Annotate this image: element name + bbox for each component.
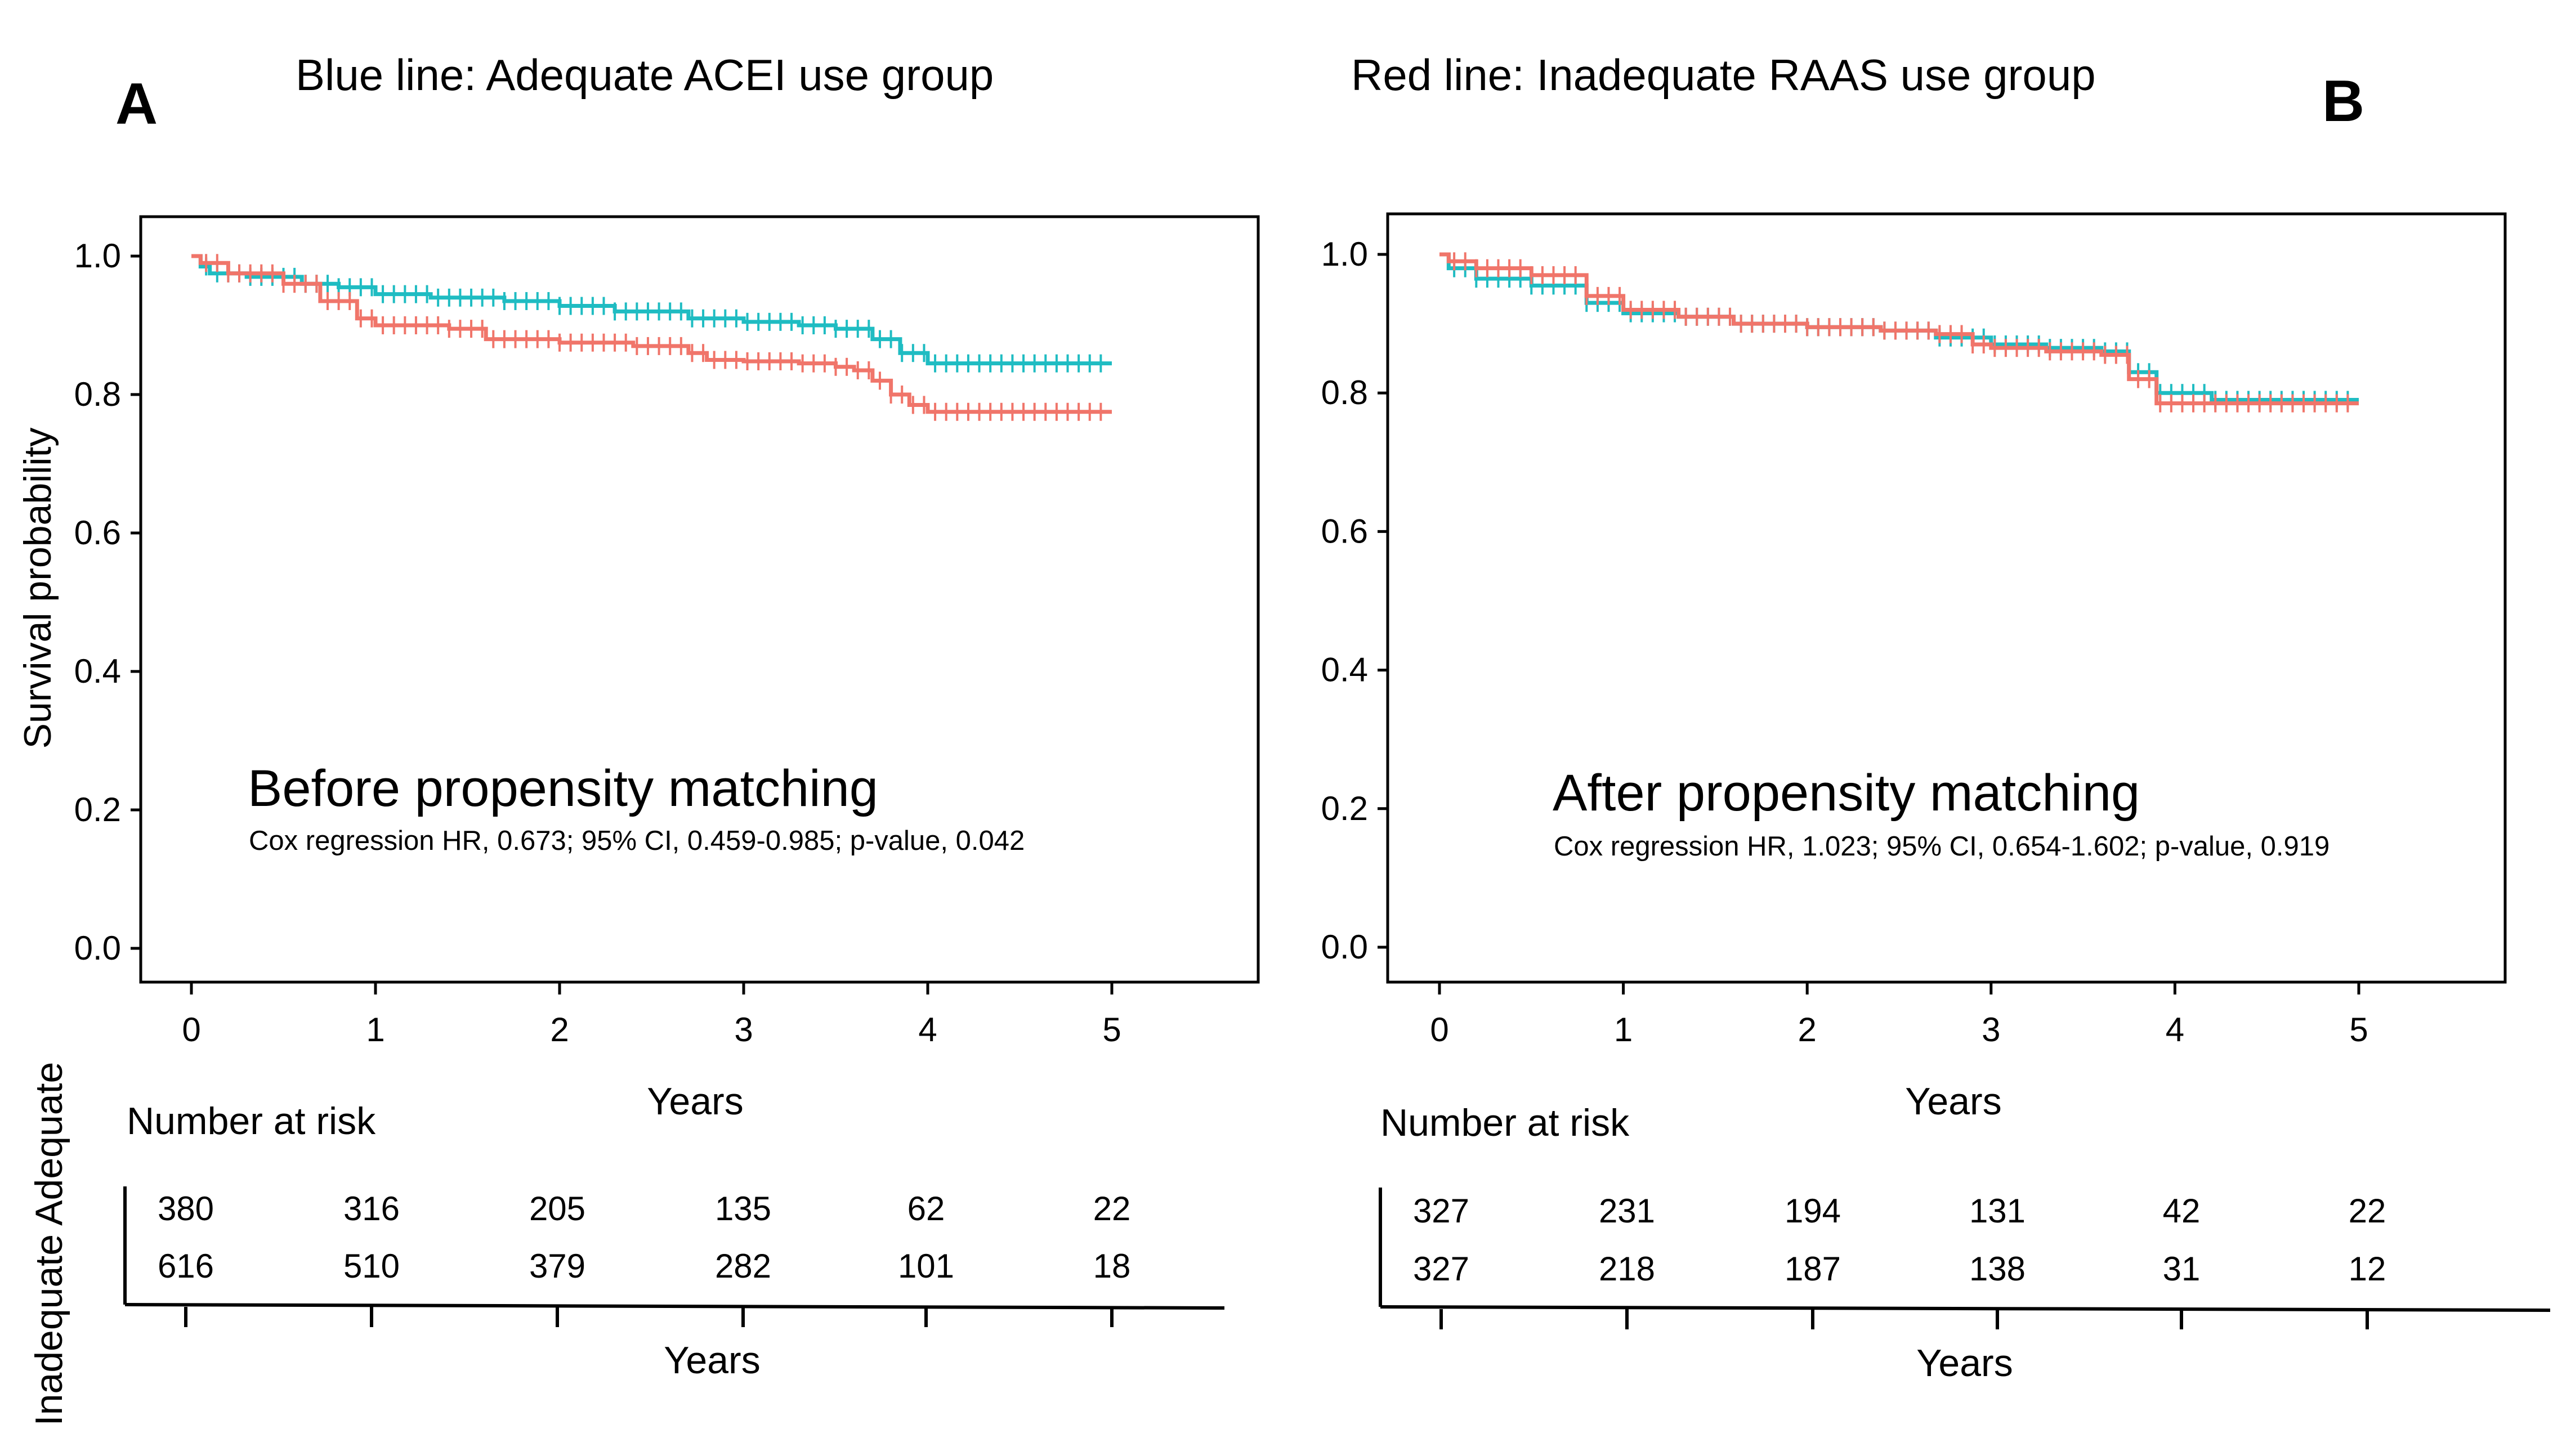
x-tick-label: 3 <box>734 1011 753 1049</box>
panel-letter-b: B <box>2322 69 2364 134</box>
km-curve-red <box>1439 252 2359 406</box>
y-tick-label: 1.0 <box>74 237 121 275</box>
risk-inadequate-count: 31 <box>2163 1250 2201 1288</box>
risk-adequate-count: 131 <box>1969 1192 2026 1230</box>
risk-inadequate-count: 138 <box>1969 1250 2026 1288</box>
annotation-a: Before propensity matching <box>248 760 878 817</box>
risk-inadequate-count: 510 <box>343 1247 400 1285</box>
risk-adequate-count: 205 <box>529 1190 585 1227</box>
risk-x-axis <box>1380 1305 2551 1312</box>
y-tick-label: 0.6 <box>1321 512 1368 550</box>
risk-inadequate-count: 218 <box>1599 1250 1655 1288</box>
risk-adequate-count: 135 <box>715 1190 771 1227</box>
x-ticks-a: 0 1 2 3 4 5 <box>182 982 1121 1049</box>
km-curves-a <box>191 254 1112 421</box>
x-tick-label: 0 <box>182 1011 200 1049</box>
risk-x-label-a: Years <box>664 1339 760 1382</box>
x-ticks-b: 0 1 2 3 4 5 <box>1430 982 2368 1049</box>
x-tick-label: 4 <box>918 1011 937 1049</box>
y-ticks-b: 0.0 0.2 0.4 0.6 0.8 1.0 <box>1321 235 1388 966</box>
risk-inadequate-count: 12 <box>2349 1250 2386 1288</box>
risk-inadequate-count: 101 <box>898 1247 954 1285</box>
x-tick-label: 2 <box>1798 1011 1817 1049</box>
plot-frame-a <box>139 215 1260 984</box>
cox-stats-a: Cox regression HR, 0.673; 95% CI, 0.459-… <box>249 826 1025 856</box>
risk-table-a: 380 616 316 510 205 379 135 282 62 101 22 18 <box>123 1186 1225 1327</box>
risk-adequate-count: 316 <box>343 1190 400 1227</box>
risk-adequate-count: 22 <box>2349 1192 2386 1230</box>
x-tick-label: 1 <box>1614 1011 1633 1049</box>
x-tick-label: 5 <box>2349 1011 2368 1049</box>
legend-blue-text: Blue line: Adequate ACEI use group <box>296 50 994 100</box>
x-tick-label: 1 <box>366 1011 384 1049</box>
y-tick-label: 0.0 <box>74 929 121 967</box>
x-tick-label: 3 <box>1982 1011 2000 1049</box>
y-tick-label: 0.6 <box>74 514 121 552</box>
risk-adequate-count: 62 <box>907 1190 945 1227</box>
cox-stats-b: Cox regression HR, 1.023; 95% CI, 0.654-… <box>1554 831 2330 862</box>
risk-adequate-count: 327 <box>1413 1192 1469 1230</box>
km-curve-red <box>191 254 1112 414</box>
y-tick-label: 1.0 <box>1321 235 1368 273</box>
y-tick-label: 0.0 <box>1321 928 1368 966</box>
risk-adequate-count: 380 <box>158 1190 214 1227</box>
risk-adequate-count: 194 <box>1785 1192 1841 1230</box>
km-curve-blue <box>191 254 1112 366</box>
x-tick-label: 0 <box>1430 1011 1448 1049</box>
risk-x-label-b: Years <box>1916 1342 2013 1385</box>
risk-inadequate-count: 18 <box>1093 1247 1131 1285</box>
y-tick-label: 0.4 <box>74 652 121 690</box>
risk-adequate-count: 231 <box>1599 1192 1655 1230</box>
risk-table-b: 327 327 231 218 194 187 131 138 42 31 22 12 <box>1379 1188 2551 1329</box>
annotation-b: After propensity matching <box>1553 764 2140 822</box>
risk-x-axis <box>124 1303 1225 1310</box>
y-axis-label: Survival probability <box>16 428 59 749</box>
km-curves-b <box>1439 252 2359 413</box>
plot-frame-b <box>1386 212 2507 984</box>
y-ticks-a: 0.0 0.2 0.4 0.6 0.8 1.0 <box>74 237 141 967</box>
y-tick-label: 0.8 <box>74 375 121 413</box>
risk-adequate-count: 22 <box>1093 1190 1131 1227</box>
risk-inadequate-count: 379 <box>529 1247 585 1285</box>
risk-inadequate-count: 282 <box>715 1247 771 1285</box>
x-axis-label-a: Years <box>647 1080 743 1123</box>
risk-inadequate-count: 187 <box>1785 1250 1841 1288</box>
risk-title-a: Number at risk <box>127 1100 376 1143</box>
x-tick-label: 5 <box>1102 1011 1121 1049</box>
panel-letter-a: A <box>115 71 158 137</box>
y-tick-label: 0.2 <box>1321 790 1368 827</box>
y-tick-label: 0.2 <box>74 791 121 828</box>
x-axis-label-b: Years <box>1905 1080 2001 1123</box>
risk-title-b: Number at risk <box>1380 1101 1630 1144</box>
y-tick-label: 0.4 <box>1321 651 1368 689</box>
risk-adequate-count: 42 <box>2163 1192 2201 1230</box>
risk-table-group-label: Inadequate Adequate <box>28 1062 70 1426</box>
risk-inadequate-count: 616 <box>158 1247 214 1285</box>
risk-inadequate-count: 327 <box>1413 1250 1469 1288</box>
x-tick-label: 4 <box>2166 1011 2184 1049</box>
y-tick-label: 0.8 <box>1321 374 1368 411</box>
legend-red-text: Red line: Inadequate RAAS use group <box>1351 50 2096 100</box>
panel-a: 0.0 0.2 0.4 0.6 0.8 1.0 0 1 2 3 4 5 Before propens… <box>74 215 1260 1382</box>
x-tick-label: 2 <box>550 1011 569 1049</box>
